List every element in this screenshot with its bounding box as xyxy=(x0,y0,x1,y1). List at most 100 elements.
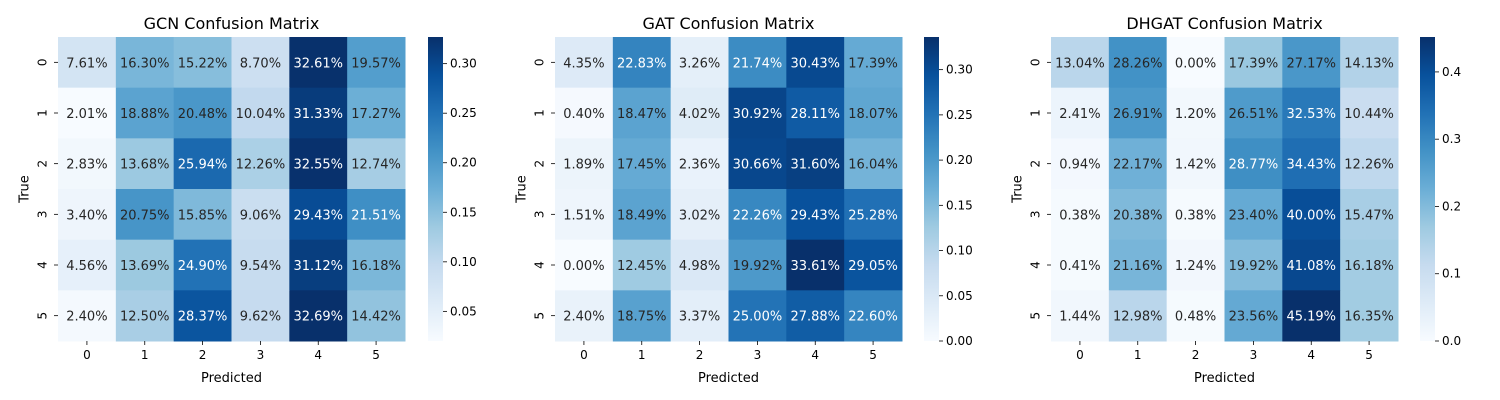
heatmap-cell xyxy=(231,87,290,139)
cell-value-label: 22.83% xyxy=(617,56,667,71)
heatmap-cell xyxy=(1051,239,1110,291)
colorbar-tick-label: 0.10 xyxy=(946,244,973,258)
cell-value-label: 30.66% xyxy=(733,158,783,173)
x-tick-label: 1 xyxy=(141,348,149,362)
cell-value-label: 25.00% xyxy=(733,310,783,325)
heatmap-cell xyxy=(786,87,845,139)
y-axis-label: True xyxy=(1011,175,1026,204)
cell-value-label: 22.26% xyxy=(733,208,783,223)
heatmap-cell xyxy=(1051,37,1110,89)
heatmap-cell xyxy=(670,189,729,241)
heatmap-cell xyxy=(1108,37,1168,89)
cell-value-label: 18.88% xyxy=(120,107,170,122)
heatmap-cell xyxy=(670,290,729,342)
cell-value-label: 22.60% xyxy=(848,310,898,325)
heatmap-cell xyxy=(115,138,175,190)
heatmap-cell xyxy=(347,37,406,89)
heatmap-panel: GCN Confusion Matrix 7.61% 16.30% 15.22% 8.7… xyxy=(18,14,477,386)
heatmap-cell xyxy=(115,37,175,89)
heatmap-cell xyxy=(1282,37,1341,89)
heatmap-cell xyxy=(555,87,614,139)
x-axis-label: Predicted xyxy=(1194,371,1255,386)
heatmap-cell xyxy=(612,87,672,139)
y-axis-label: True xyxy=(18,175,33,204)
cell-value-label: 31.12% xyxy=(293,259,343,274)
cell-value-label: 30.92% xyxy=(733,107,783,122)
heatmap-cell xyxy=(844,37,903,89)
heatmap-cell xyxy=(1282,138,1341,190)
x-tick-label: 2 xyxy=(199,348,207,362)
x-axis-label: Predicted xyxy=(698,371,759,386)
heatmap-cell xyxy=(1051,87,1110,139)
colorbar-tick-label: 0.20 xyxy=(946,153,973,167)
y-tick-label: 2 xyxy=(533,160,547,168)
cell-value-label: 14.42% xyxy=(351,310,401,325)
cell-value-label: 20.75% xyxy=(120,208,170,223)
y-tick-label: 0 xyxy=(36,59,50,67)
cell-value-label: 29.43% xyxy=(790,208,840,223)
cell-value-label: 23.40% xyxy=(1229,208,1279,223)
heatmap-cell xyxy=(1282,189,1341,241)
heatmap-cell xyxy=(1340,239,1399,291)
heatmap-cell xyxy=(670,239,729,291)
cell-value-label: 28.77% xyxy=(1229,158,1279,173)
x-tick-label: 1 xyxy=(1134,348,1142,362)
heatmap-cell xyxy=(555,138,614,190)
heatmap-cell xyxy=(1108,138,1168,190)
cell-value-label: 1.89% xyxy=(563,158,604,173)
cell-value-label: 23.56% xyxy=(1229,310,1279,325)
heatmap-cell xyxy=(1108,189,1168,241)
heatmap-cell xyxy=(844,239,903,291)
heatmap-cell xyxy=(289,189,348,241)
cell-value-label: 27.88% xyxy=(790,310,840,325)
y-tick-label: 2 xyxy=(1029,160,1043,168)
x-tick-label: 3 xyxy=(257,348,265,362)
heatmap-cell xyxy=(58,37,117,89)
cell-value-label: 14.13% xyxy=(1344,56,1394,71)
heatmap-cell xyxy=(1166,138,1225,190)
heatmap-cell xyxy=(1166,290,1225,342)
cell-value-label: 0.41% xyxy=(1059,259,1100,274)
cell-value-label: 2.40% xyxy=(66,310,107,325)
heatmap-cell xyxy=(1282,87,1341,139)
y-tick-label: 5 xyxy=(36,312,50,320)
x-tick-label: 5 xyxy=(372,348,380,362)
cell-value-label: 29.43% xyxy=(293,208,343,223)
heatmap-cell xyxy=(58,189,117,241)
y-tick-label: 5 xyxy=(533,312,547,320)
cell-value-label: 15.47% xyxy=(1344,208,1394,223)
heatmap-cell xyxy=(1224,87,1283,139)
x-tick-label: 5 xyxy=(1365,348,1373,362)
cell-value-label: 10.04% xyxy=(236,107,286,122)
heatmap-cell xyxy=(1340,189,1399,241)
cell-value-label: 0.40% xyxy=(563,107,604,122)
cell-value-label: 12.50% xyxy=(120,310,170,325)
heatmap-cell xyxy=(1224,290,1283,342)
heatmap-cell xyxy=(1224,239,1283,291)
heatmap-cell xyxy=(1051,290,1110,342)
cell-value-label: 31.33% xyxy=(293,107,343,122)
y-tick-label: 1 xyxy=(36,109,50,117)
cell-value-label: 16.35% xyxy=(1344,310,1394,325)
heatmap-cell xyxy=(115,189,175,241)
cell-value-label: 13.68% xyxy=(120,158,170,173)
heatmap-cell xyxy=(786,239,845,291)
cell-value-label: 16.18% xyxy=(1344,259,1394,274)
heatmap-cell xyxy=(844,290,903,342)
colorbar-tick-label: 0.00 xyxy=(946,334,973,348)
cell-value-label: 2.01% xyxy=(66,107,107,122)
heatmap-cell xyxy=(347,239,406,291)
y-tick-label: 0 xyxy=(1029,59,1043,67)
heatmap-cell xyxy=(1166,37,1225,89)
cell-value-label: 21.51% xyxy=(351,208,401,223)
colorbar xyxy=(428,37,443,341)
cell-value-label: 18.07% xyxy=(848,107,898,122)
x-tick-label: 3 xyxy=(1250,348,1258,362)
cell-value-label: 1.44% xyxy=(1059,310,1100,325)
heatmap-cell xyxy=(1340,138,1399,190)
cell-value-label: 18.49% xyxy=(617,208,667,223)
cell-value-label: 26.51% xyxy=(1229,107,1279,122)
cell-value-label: 9.54% xyxy=(240,259,281,274)
colorbar-tick-label: 0.25 xyxy=(946,108,973,122)
heatmap-cell xyxy=(612,189,672,241)
